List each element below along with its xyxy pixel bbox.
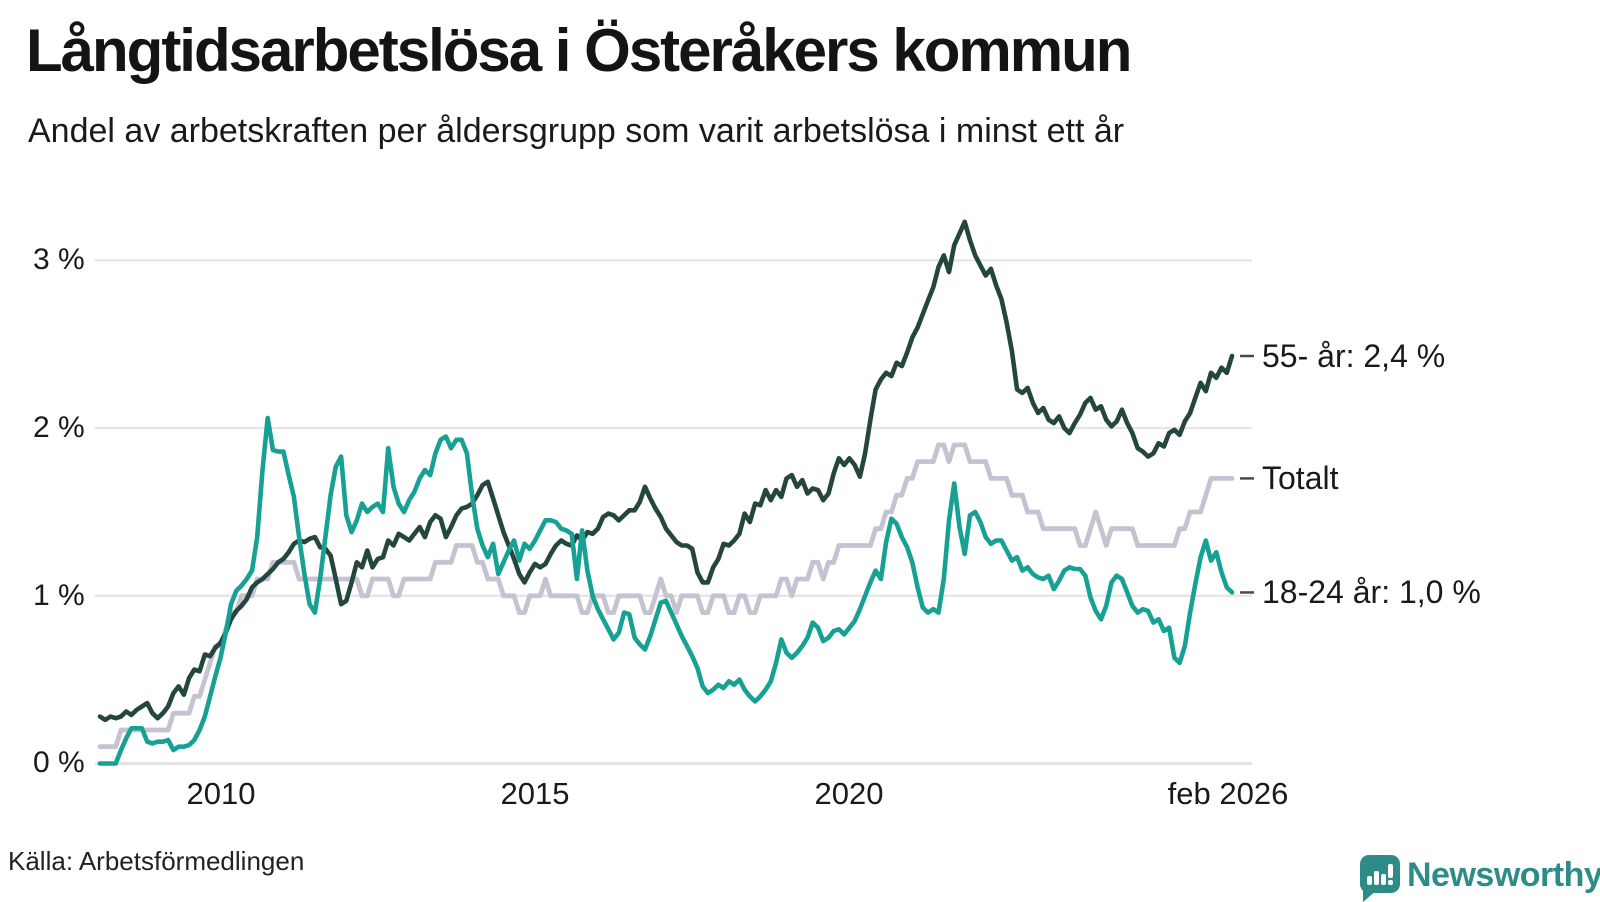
newsworthy-logo-icon [1360,855,1400,902]
x-tick-feb-2026: feb 2026 [1167,776,1289,811]
logo-bar-icon [1381,874,1386,885]
page-title: Långtidsarbetslösa i Österåkers kommun [26,17,1132,84]
series-end-ticks [1240,354,1254,594]
page-subtitle: Andel av arbetskraften per åldersgrupp s… [28,112,1125,150]
logo-bar-icon [1374,871,1379,885]
logo-bar-icon [1367,876,1372,885]
source-note: Källa: Arbetsförmedlingen [8,846,305,876]
y-tick-1: 1 % [33,579,85,612]
x-tick-2020: 2020 [814,776,884,811]
logo-exclamation-dot-icon [1388,880,1393,885]
series-lines [97,219,1235,766]
x-tick-2015: 2015 [500,776,570,811]
y-tick-0: 0 % [33,746,85,779]
y-tick-3: 3 % [33,243,85,276]
gridlines [95,259,1252,765]
x-tick-2010: 2010 [186,776,256,811]
series-end-label-55plus: 55- år: 2,4 % [1262,337,1446,374]
y-tick-2: 2 % [33,411,85,444]
series-end-label-18-24: 18-24 år: 1,0 % [1262,574,1481,611]
series-end-label-totalt: Totalt [1262,460,1339,497]
logo-exclamation-icon [1388,864,1393,878]
newsworthy-wordmark: Newsworthy [1407,856,1600,894]
